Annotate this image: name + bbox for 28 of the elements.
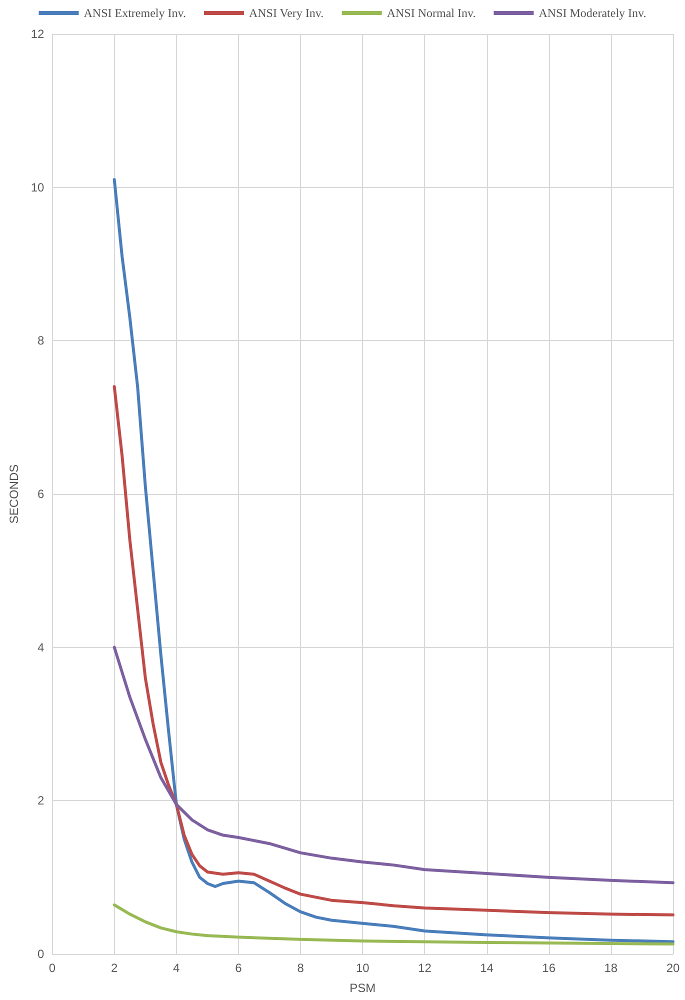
x-tick-label: 6 [235,961,242,975]
x-tick-label: 4 [173,961,180,975]
x-tick-label: 14 [480,961,494,975]
x-tick-label: 10 [356,961,370,975]
x-axis-title: PSM [350,981,376,995]
legend-label: ANSI Moderately Inv. [538,6,646,20]
y-tick-label: 0 [38,947,45,961]
x-tick-label: 2 [110,961,118,975]
y-tick-label: 4 [38,640,45,654]
x-tick-label: 0 [48,961,56,975]
line-series [112,385,674,916]
line-series [112,178,674,944]
y-tick-label: 8 [38,334,45,348]
y-tick-label: 12 [30,27,45,41]
y-axis-title: SECONDS [7,464,21,524]
y-tick-label: 2 [38,794,45,808]
line-series [112,903,674,946]
x-tick-label: 20 [666,961,680,975]
x-tick-label: 12 [418,961,432,975]
x-tick-label: 8 [297,961,304,975]
legend-label: ANSI Extremely Inv. [84,6,186,20]
y-tick-label: 10 [30,180,45,194]
y-tick-label: 6 [38,487,45,501]
x-tick-label: 16 [542,961,556,975]
legend-label: ANSI Very Inv. [248,6,324,20]
legend-label: ANSI Normal Inv. [386,6,476,20]
line-series [112,646,674,884]
x-tick-label: 18 [604,961,618,975]
